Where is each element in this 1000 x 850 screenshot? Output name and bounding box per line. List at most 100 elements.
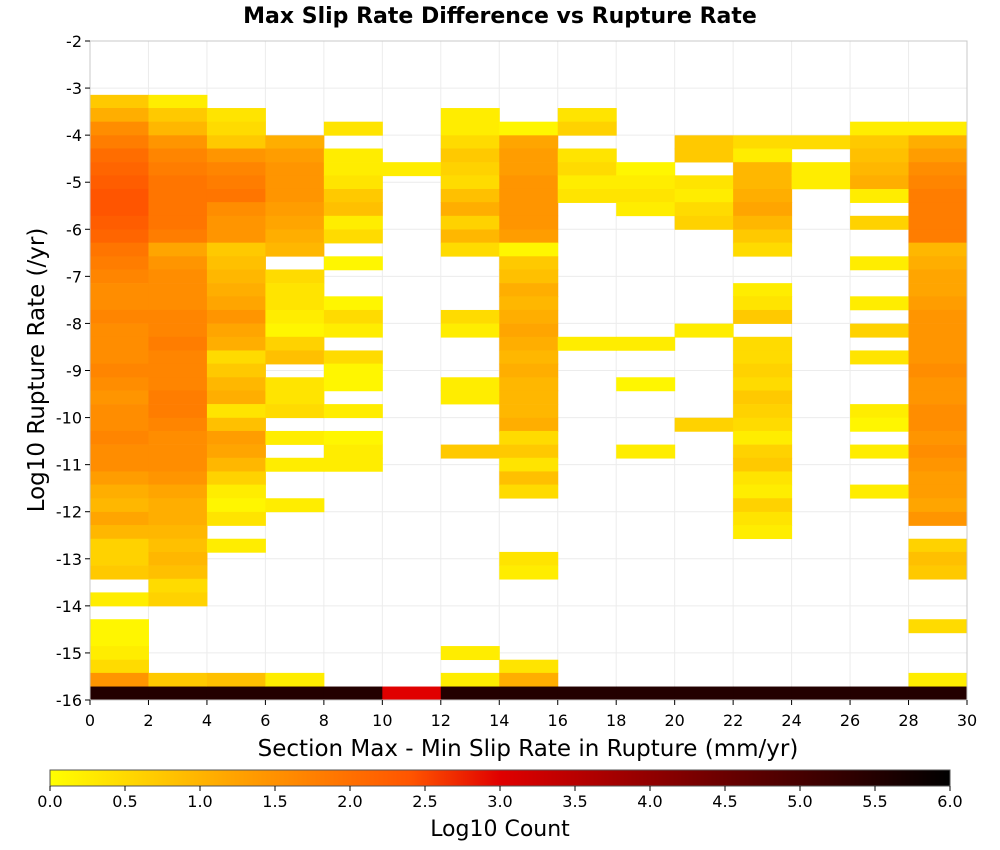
heatmap-cell [674, 188, 734, 203]
heatmap-cell [206, 511, 266, 526]
heatmap-cell [382, 686, 442, 701]
heatmap-cell [440, 188, 500, 203]
heatmap-cell [148, 672, 208, 687]
heatmap-cell [733, 686, 793, 701]
heatmap-cell [90, 538, 149, 553]
heatmap-cell [616, 377, 676, 392]
heatmap-cell [733, 148, 793, 163]
heatmap-cell [90, 551, 149, 566]
heatmap-cell [323, 686, 383, 701]
heatmap-cell [499, 404, 559, 419]
heatmap-cell [206, 323, 266, 338]
y-tick-label: -6 [66, 220, 82, 239]
heatmap-cell [616, 162, 676, 177]
heatmap-cell [850, 121, 910, 136]
colorbar-tick-label: 1.0 [187, 792, 212, 811]
heatmap-cell [499, 686, 559, 701]
heatmap-cell [206, 457, 266, 472]
heatmap-cell [323, 430, 383, 445]
heatmap-cell [206, 215, 266, 230]
heatmap-cell [908, 672, 968, 687]
heatmap-cell [323, 121, 383, 136]
heatmap-cell [499, 430, 559, 445]
y-tick-label: -7 [66, 267, 82, 286]
heatmap-cell [557, 188, 617, 203]
y-tick-label: -10 [56, 409, 82, 428]
heatmap-cell [908, 323, 968, 338]
heatmap-cell [90, 646, 149, 661]
x-tick-label: 8 [319, 711, 329, 730]
heatmap-cell [557, 148, 617, 163]
heatmap-cell [499, 188, 559, 203]
y-tick-label: -9 [66, 362, 82, 381]
x-tick-label: 0 [85, 711, 95, 730]
heatmap-cell [850, 444, 910, 459]
heatmap-cell [733, 430, 793, 445]
heatmap-cell [323, 444, 383, 459]
x-tick-label: 10 [372, 711, 392, 730]
heatmap-cell [206, 672, 266, 687]
heatmap-cell [206, 148, 266, 163]
heatmap-cells [90, 94, 968, 701]
heatmap-cell [206, 538, 266, 553]
colorbar-tick-label: 4.5 [712, 792, 737, 811]
heatmap-cell [557, 121, 617, 136]
heatmap-cell [206, 229, 266, 244]
heatmap-cell [499, 296, 559, 311]
colorbar-tick-label: 2.5 [412, 792, 437, 811]
colorbar-tick-label: 0.0 [37, 792, 62, 811]
heatmap-cell [148, 377, 208, 392]
heatmap-cell [908, 498, 968, 513]
y-tick-label: -15 [56, 644, 82, 663]
heatmap-cell [148, 108, 208, 122]
heatmap-cell [499, 202, 559, 217]
heatmap-cell [90, 94, 149, 109]
heatmap-cell [323, 148, 383, 163]
heatmap-cell [265, 430, 325, 445]
heatmap-cell [265, 229, 325, 244]
heatmap-cell [148, 390, 208, 405]
heatmap-cell [733, 336, 793, 351]
y-tick-label: -2 [66, 32, 82, 51]
heatmap-cell [908, 121, 968, 136]
heatmap-cell [90, 686, 149, 701]
heatmap-cell [674, 417, 734, 432]
heatmap-cell [148, 309, 208, 324]
colorbar-tick-label: 6.0 [937, 792, 962, 811]
heatmap-cell [148, 498, 208, 513]
heatmap-cell [557, 175, 617, 190]
heatmap-cell [908, 296, 968, 311]
heatmap-cell [616, 175, 676, 190]
colorbar-tick-label: 5.5 [862, 792, 887, 811]
heatmap-cell [440, 229, 500, 244]
heatmap-cell [850, 215, 910, 230]
heatmap-cell [206, 417, 266, 432]
heatmap-cell [323, 202, 383, 217]
heatmap-cell [733, 363, 793, 378]
heatmap-cell [733, 215, 793, 230]
heatmap-cell [148, 525, 208, 540]
heatmap-cell [733, 175, 793, 190]
heatmap-cell [850, 256, 910, 271]
heatmap-cell [499, 283, 559, 298]
heatmap-cell [908, 484, 968, 499]
colorbar-tick-label: 1.5 [262, 792, 287, 811]
heatmap-cell [733, 511, 793, 526]
heatmap-cell [440, 202, 500, 217]
heatmap-cell [90, 672, 149, 687]
heatmap-cell [265, 283, 325, 298]
heatmap-cell [440, 108, 500, 122]
heatmap-cell [908, 417, 968, 432]
heatmap-cell [908, 229, 968, 244]
heatmap-cell [557, 108, 617, 122]
heatmap-cell [90, 350, 149, 365]
heatmap-cell [499, 121, 559, 136]
chart-title: Max Slip Rate Difference vs Rupture Rate [243, 4, 757, 29]
heatmap-cell [499, 565, 559, 580]
heatmap-cell [791, 686, 851, 701]
heatmap-cell [440, 242, 500, 257]
heatmap-cell [499, 659, 559, 674]
heatmap-cell [674, 215, 734, 230]
heatmap-cell [440, 390, 500, 405]
